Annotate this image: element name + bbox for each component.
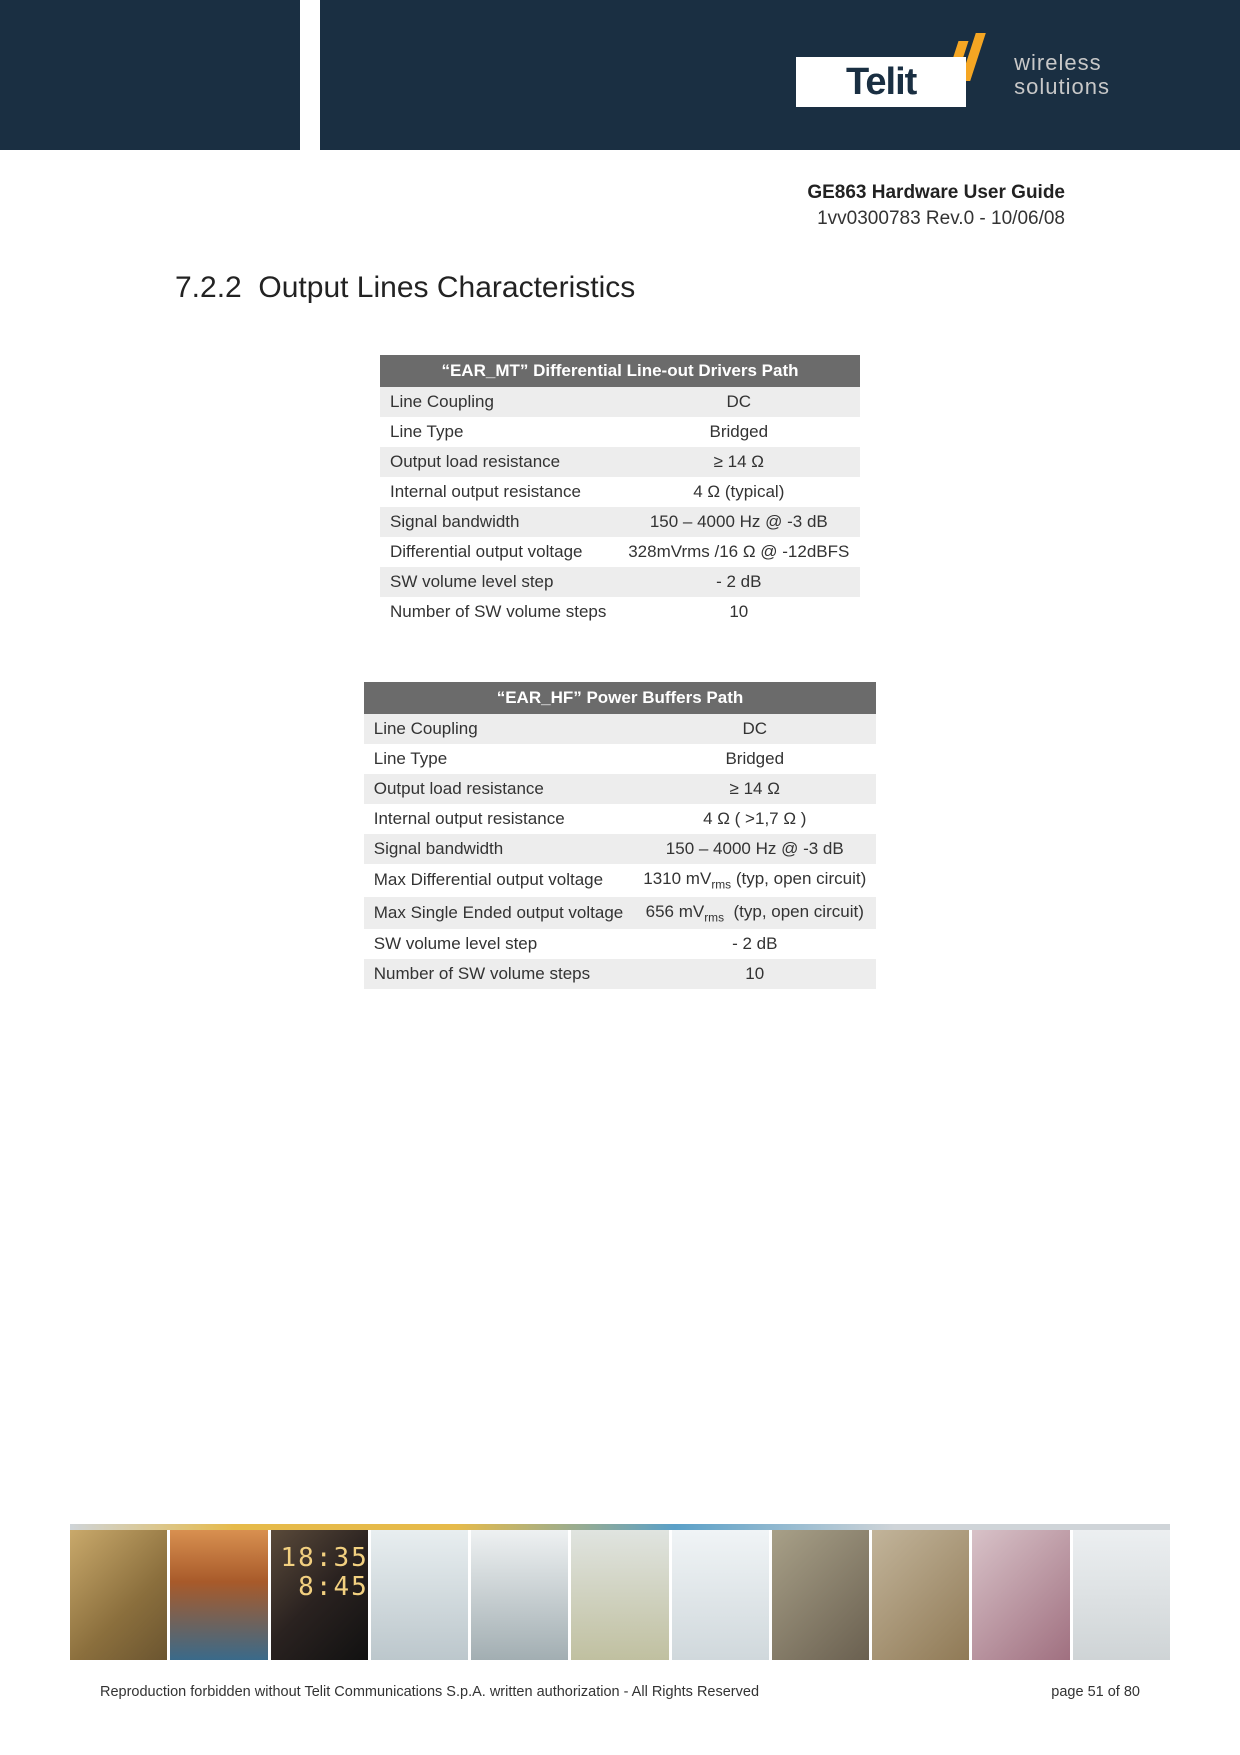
row-value: DC: [633, 714, 876, 744]
table-row: SW volume level step- 2 dB: [364, 929, 876, 959]
footer-thumb-5: [471, 1530, 568, 1660]
section-heading: 7.2.2 Output Lines Characteristics: [175, 271, 1065, 305]
footer-thumb-11: [1073, 1530, 1170, 1660]
table-ear-hf: “EAR_HF” Power Buffers Path Line Couplin…: [364, 682, 876, 989]
row-label: SW volume level step: [380, 567, 618, 597]
banner-left-block: [0, 0, 300, 150]
row-value: 328mVrms /16 Ω @ -12dBFS: [618, 537, 860, 567]
banner-right-block: Telit wireless solutions: [320, 0, 1240, 150]
row-label: Signal bandwidth: [364, 834, 634, 864]
footer-copyright: Reproduction forbidden without Telit Com…: [100, 1684, 759, 1700]
row-value: 1310 mVrms (typ, open circuit): [633, 864, 876, 896]
logo-group: Telit wireless solutions: [796, 35, 1110, 115]
footer-thumb-6: [571, 1530, 668, 1660]
row-value: - 2 dB: [618, 567, 860, 597]
footer-thumb-1: [70, 1530, 167, 1660]
page-content: 7.2.2 Output Lines Characteristics “EAR_…: [0, 231, 1240, 989]
top-banner: Telit wireless solutions: [0, 0, 1240, 150]
section-number: 7.2.2: [175, 271, 242, 304]
banner-gap: [300, 0, 320, 150]
footer-image-strip: [70, 1530, 1170, 1660]
table-row: Internal output resistance4 Ω (typical): [380, 477, 860, 507]
footer-page-number: page 51 of 80: [1051, 1684, 1140, 1700]
row-value: DC: [618, 387, 860, 417]
row-value: Bridged: [633, 744, 876, 774]
row-label: Output load resistance: [380, 447, 618, 477]
row-label: Line Type: [380, 417, 618, 447]
row-label: SW volume level step: [364, 929, 634, 959]
table-row: Signal bandwidth150 – 4000 Hz @ -3 dB: [364, 834, 876, 864]
table-ear-mt: “EAR_MT” Differential Line-out Drivers P…: [380, 355, 860, 627]
table-row: Number of SW volume steps10: [380, 597, 860, 627]
table-row: Max Single Ended output voltage656 mVrms…: [364, 897, 876, 929]
table-row: Max Differential output voltage1310 mVrm…: [364, 864, 876, 896]
doc-title: GE863 Hardware User Guide: [0, 180, 1065, 206]
row-value: 10: [633, 959, 876, 989]
row-label: Max Differential output voltage: [364, 864, 634, 896]
row-label: Output load resistance: [364, 774, 634, 804]
row-value: 4 Ω ( >1,7 Ω ): [633, 804, 876, 834]
table-row: Line CouplingDC: [380, 387, 860, 417]
table2-header: “EAR_HF” Power Buffers Path: [364, 682, 876, 714]
row-label: Line Coupling: [380, 387, 618, 417]
logo-brand-text: Telit: [796, 57, 966, 107]
row-value: - 2 dB: [633, 929, 876, 959]
row-value: 4 Ω (typical): [618, 477, 860, 507]
row-value: Bridged: [618, 417, 860, 447]
logo-tagline: wireless solutions: [1014, 51, 1110, 99]
table-row: Line TypeBridged: [364, 744, 876, 774]
footer-thumb-8: [772, 1530, 869, 1660]
table-row: SW volume level step- 2 dB: [380, 567, 860, 597]
row-value: ≥ 14 Ω: [633, 774, 876, 804]
row-value: 150 – 4000 Hz @ -3 dB: [633, 834, 876, 864]
row-label: Internal output resistance: [380, 477, 618, 507]
row-label: Max Single Ended output voltage: [364, 897, 634, 929]
footer-thumb-10: [972, 1530, 1069, 1660]
table-row: Line TypeBridged: [380, 417, 860, 447]
footer-thumb-4: [371, 1530, 468, 1660]
row-label: Number of SW volume steps: [364, 959, 634, 989]
row-value: 656 mVrms (typ, open circuit): [633, 897, 876, 929]
footer-thumb-9: [872, 1530, 969, 1660]
row-label: Internal output resistance: [364, 804, 634, 834]
logo-tagline-line2: solutions: [1014, 75, 1110, 99]
document-header: GE863 Hardware User Guide 1vv0300783 Rev…: [0, 150, 1240, 231]
telit-logo: Telit: [796, 35, 996, 115]
doc-revision: 1vv0300783 Rev.0 - 10/06/08: [0, 206, 1065, 232]
row-label: Line Coupling: [364, 714, 634, 744]
table1-header: “EAR_MT” Differential Line-out Drivers P…: [380, 355, 860, 387]
table-row: Signal bandwidth150 – 4000 Hz @ -3 dB: [380, 507, 860, 537]
table-row: Number of SW volume steps10: [364, 959, 876, 989]
footer-thumb-2: [170, 1530, 267, 1660]
table-row: Output load resistance≥ 14 Ω: [380, 447, 860, 477]
table-row: Line CouplingDC: [364, 714, 876, 744]
row-label: Signal bandwidth: [380, 507, 618, 537]
table-row: Differential output voltage328mVrms /16 …: [380, 537, 860, 567]
section-title: Output Lines Characteristics: [258, 271, 635, 304]
table-row: Output load resistance≥ 14 Ω: [364, 774, 876, 804]
footer-text: Reproduction forbidden without Telit Com…: [100, 1684, 1140, 1700]
row-label: Differential output voltage: [380, 537, 618, 567]
row-label: Line Type: [364, 744, 634, 774]
footer-thumb-7: [672, 1530, 769, 1660]
row-value: 150 – 4000 Hz @ -3 dB: [618, 507, 860, 537]
row-label: Number of SW volume steps: [380, 597, 618, 627]
row-value: 10: [618, 597, 860, 627]
table-row: Internal output resistance4 Ω ( >1,7 Ω ): [364, 804, 876, 834]
footer-thumb-3: [271, 1530, 368, 1660]
logo-tagline-line1: wireless: [1014, 51, 1110, 75]
row-value: ≥ 14 Ω: [618, 447, 860, 477]
